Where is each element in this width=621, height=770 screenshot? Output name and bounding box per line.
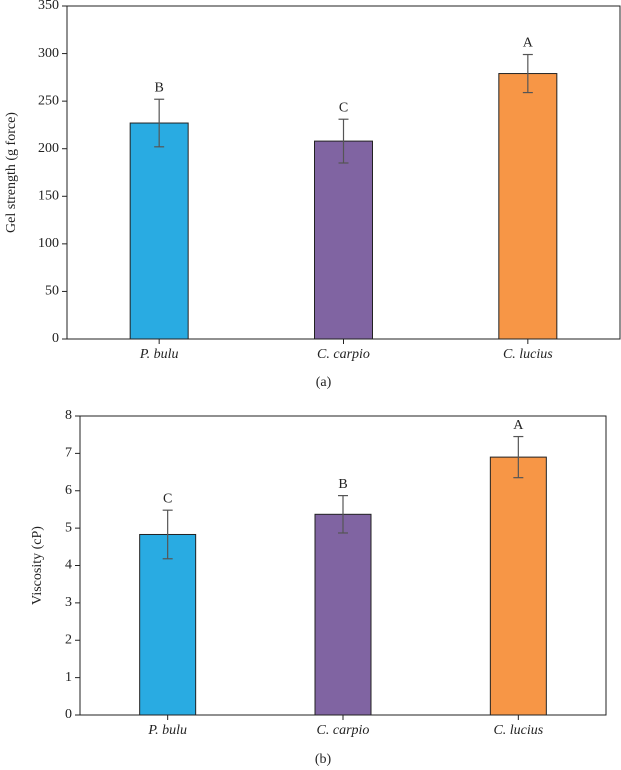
error-bar xyxy=(154,98,165,148)
y-tick-label: 0 xyxy=(52,331,59,346)
y-axis-label: Viscosity (cP) xyxy=(30,526,45,605)
significance-letter: B xyxy=(338,477,347,492)
x-tick-label: C. carpio xyxy=(317,347,370,362)
y-tick-label: 2 xyxy=(65,632,72,647)
bar xyxy=(314,140,373,340)
y-tick-label: 8 xyxy=(65,408,72,423)
y-axis-label: Gel strength (g force) xyxy=(4,112,19,233)
error-bar xyxy=(522,53,533,94)
significance-letter: C xyxy=(339,100,348,115)
y-tick-label: 0 xyxy=(65,707,72,722)
y-tick-label: 350 xyxy=(38,0,59,13)
error-bar xyxy=(513,435,524,479)
x-tick-label: P. bulu xyxy=(139,347,179,362)
y-tick-label: 200 xyxy=(38,141,59,156)
significance-letter: C xyxy=(163,491,172,506)
y-tick-label: 1 xyxy=(65,670,72,685)
x-tick-label: C. carpio xyxy=(317,723,370,738)
significance-letter: A xyxy=(523,36,534,51)
bar xyxy=(139,533,197,716)
y-tick-label: 6 xyxy=(65,483,72,498)
y-tick-label: 150 xyxy=(38,189,59,204)
y-tick-label: 100 xyxy=(38,236,59,251)
significance-letter: B xyxy=(154,80,163,95)
bar xyxy=(314,513,372,716)
caption: (a) xyxy=(316,375,332,390)
caption: (b) xyxy=(315,752,332,767)
x-tick-label: C. lucius xyxy=(493,723,543,738)
bar xyxy=(129,122,189,340)
y-tick-label: 5 xyxy=(65,520,72,535)
bar xyxy=(489,456,547,716)
error-bar xyxy=(338,495,348,534)
y-tick-label: 7 xyxy=(65,446,72,461)
x-tick-label: P. bulu xyxy=(147,723,187,738)
significance-letter: A xyxy=(513,418,524,433)
y-tick-label: 4 xyxy=(65,558,72,573)
bar xyxy=(498,73,558,340)
error-bar xyxy=(162,509,173,560)
error-bar xyxy=(338,118,349,164)
y-tick-label: 300 xyxy=(38,46,59,61)
x-tick-label: C. lucius xyxy=(503,347,553,362)
y-tick-label: 250 xyxy=(38,93,59,108)
y-tick-label: 50 xyxy=(45,284,59,299)
y-tick-label: 3 xyxy=(65,595,72,610)
